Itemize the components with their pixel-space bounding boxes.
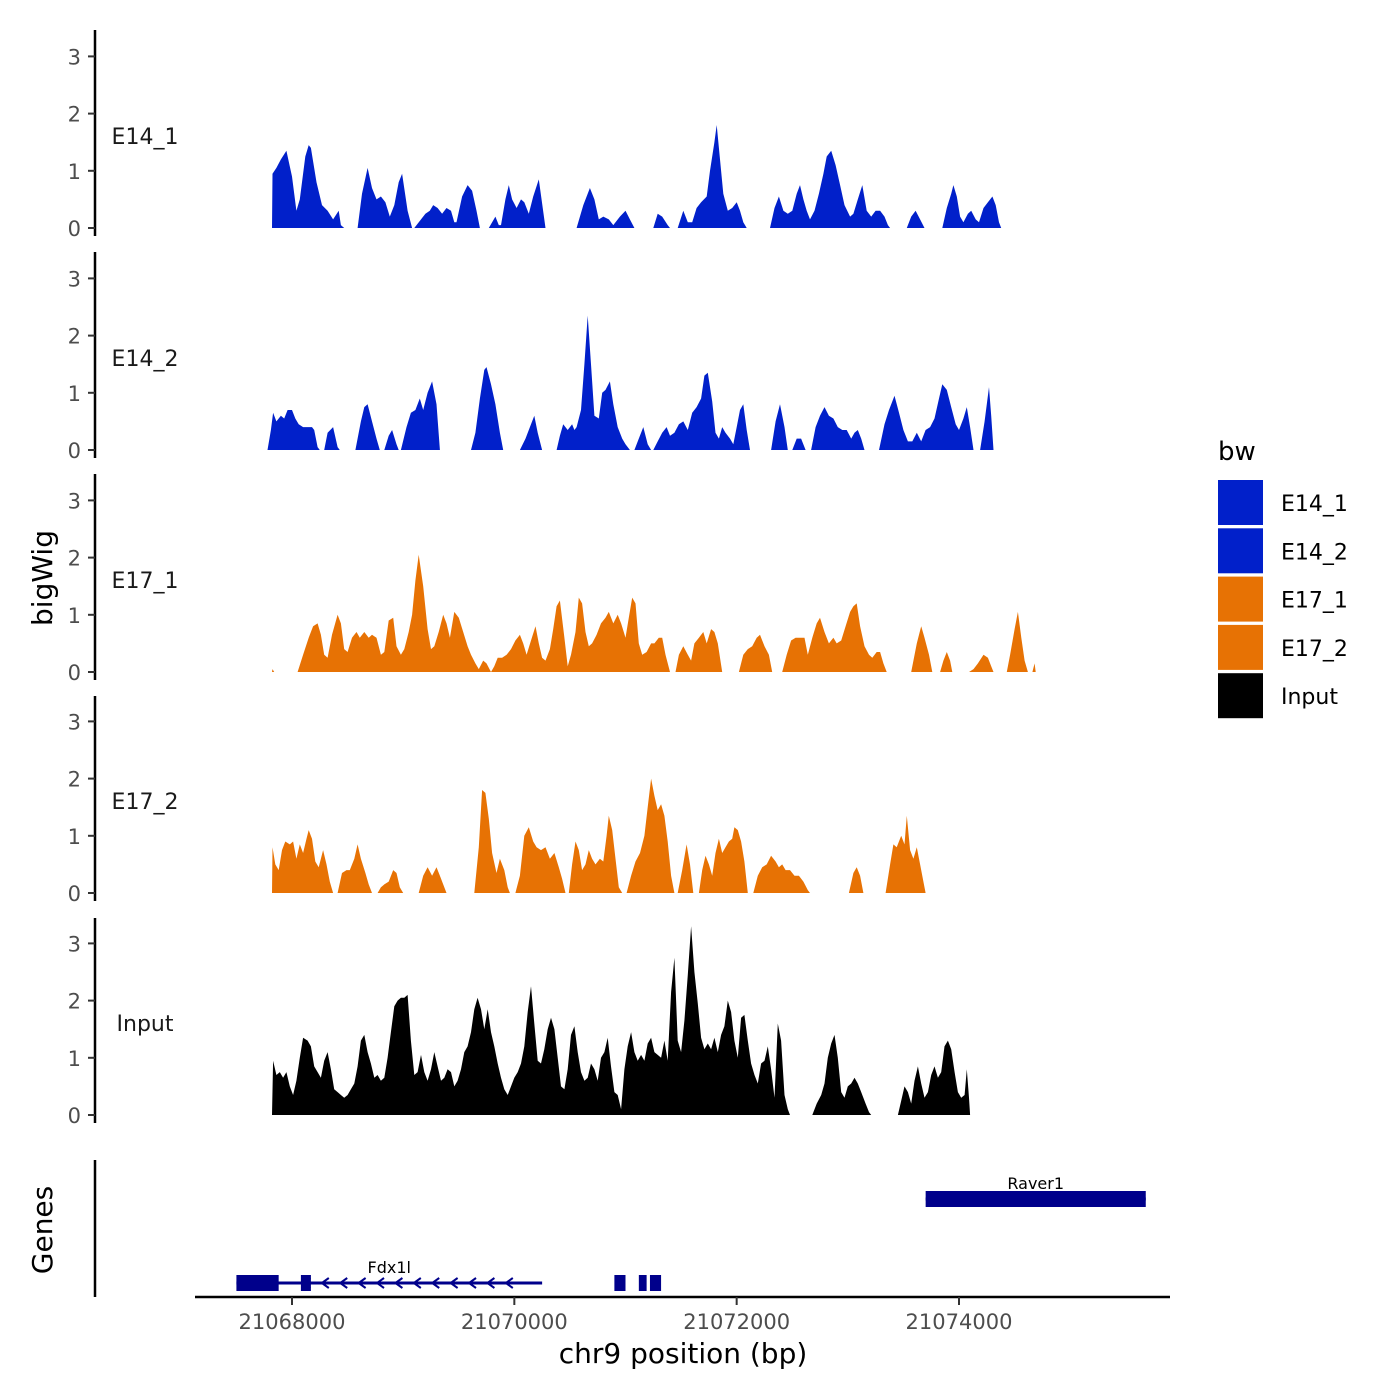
- strand-arrow: [356, 1277, 367, 1289]
- x-tick-label: 21068000: [239, 1310, 346, 1334]
- y-tick-label: 0: [68, 882, 81, 906]
- gene-Fdx1l: Fdx1l: [236, 1258, 662, 1291]
- y-tick-label: 0: [68, 661, 81, 685]
- x-tick-label: 21074000: [906, 1310, 1013, 1334]
- legend-label: Input: [1281, 685, 1338, 710]
- legend-swatch: [1218, 528, 1263, 574]
- track-Input: 0 1 2 3 Input: [68, 918, 971, 1128]
- x-axis-title: chr9 position (bp): [559, 1337, 808, 1370]
- track-E17_2: 0 1 2 3 E17_2: [68, 696, 926, 906]
- strand-arrow: [412, 1277, 422, 1289]
- legend-swatch: [1218, 576, 1263, 622]
- y-axis-title: bigWig: [26, 530, 59, 626]
- gene-exon: [925, 1191, 1146, 1207]
- y-tick-label: 3: [68, 267, 81, 291]
- gene-exon: [300, 1275, 311, 1291]
- track-E14_1: 0 1 2 3 E14_1: [68, 30, 1002, 241]
- y-tick-label: 0: [68, 217, 81, 241]
- strand-arrow: [338, 1277, 348, 1289]
- legend: bw E14_1 E14_2 E17_1 E17_2 Input: [1218, 437, 1348, 719]
- track-label: E14_1: [112, 125, 179, 150]
- signal-tracks: 0 1 2 3 E14_1 0 1 2 3 E14_2 0 1 2 3 E17_1 0 1 2 3 E17_2 0 1 2 3…: [68, 30, 1036, 1128]
- y-tick-label: 2: [68, 547, 81, 571]
- genes-axis-title: Genes: [26, 1186, 59, 1274]
- x-tick-label: 21072000: [683, 1310, 790, 1334]
- gene-exon: [236, 1275, 279, 1291]
- y-tick-label: 3: [68, 45, 81, 69]
- y-tick-label: 0: [68, 439, 81, 463]
- y-tick-label: 1: [68, 160, 81, 184]
- strand-arrow: [448, 1277, 459, 1289]
- legend-swatch: [1218, 673, 1263, 719]
- y-tick-label: 2: [68, 325, 81, 349]
- strand-arrow: [485, 1277, 495, 1289]
- legend-swatch: [1218, 624, 1263, 670]
- legend-label: E17_2: [1281, 637, 1348, 662]
- x-tick-label: 21070000: [461, 1310, 568, 1334]
- y-tick-label: 0: [68, 1104, 81, 1128]
- coverage-area-Input: [272, 926, 971, 1115]
- track-label: E17_2: [112, 790, 179, 815]
- coverage-area-E14_1: [272, 125, 1002, 228]
- strand-arrow: [430, 1277, 440, 1289]
- track-label: E14_2: [112, 347, 179, 372]
- track-label: Input: [117, 1012, 174, 1037]
- y-tick-label: 3: [68, 932, 81, 956]
- y-tick-label: 1: [68, 1047, 81, 1071]
- strand-arrow: [393, 1277, 403, 1289]
- coverage-area-E17_1: [272, 554, 1036, 672]
- track-E17_1: 0 1 2 3 E17_1: [68, 474, 1036, 685]
- legend-label: E14_2: [1281, 540, 1348, 565]
- y-tick-label: 1: [68, 382, 81, 406]
- track-label: E17_1: [112, 569, 179, 594]
- y-tick-label: 2: [68, 990, 81, 1014]
- x-axis: 21068000 21070000 21072000 21074000: [195, 1295, 1170, 1334]
- coverage-area-E14_2: [267, 315, 994, 450]
- y-tick-label: 1: [68, 604, 81, 628]
- y-tick-label: 1: [68, 825, 81, 849]
- strand-arrow: [375, 1277, 385, 1289]
- legend-title: bw: [1218, 437, 1256, 467]
- strand-arrow: [320, 1277, 330, 1289]
- gene-Raver1: Raver1: [925, 1174, 1146, 1207]
- gene-exon: [614, 1275, 626, 1291]
- gene-exon: [638, 1275, 647, 1291]
- legend-label: E14_1: [1281, 492, 1348, 517]
- gene-track: Fdx1l Raver1: [93, 1160, 1146, 1297]
- legend-swatch: [1218, 480, 1263, 525]
- y-tick-label: 3: [68, 710, 81, 734]
- legend-label: E17_1: [1281, 589, 1348, 614]
- gene-label: Raver1: [1007, 1174, 1064, 1193]
- y-tick-label: 2: [68, 103, 81, 127]
- y-tick-label: 2: [68, 768, 81, 792]
- track-E14_2: 0 1 2 3 E14_2: [68, 252, 994, 463]
- strand-arrow: [504, 1277, 514, 1289]
- y-tick-label: 3: [68, 489, 81, 513]
- strand-arrow: [467, 1277, 477, 1289]
- gene-label: Fdx1l: [368, 1258, 411, 1277]
- coverage-area-E17_2: [272, 778, 926, 893]
- gene-exon: [649, 1275, 662, 1291]
